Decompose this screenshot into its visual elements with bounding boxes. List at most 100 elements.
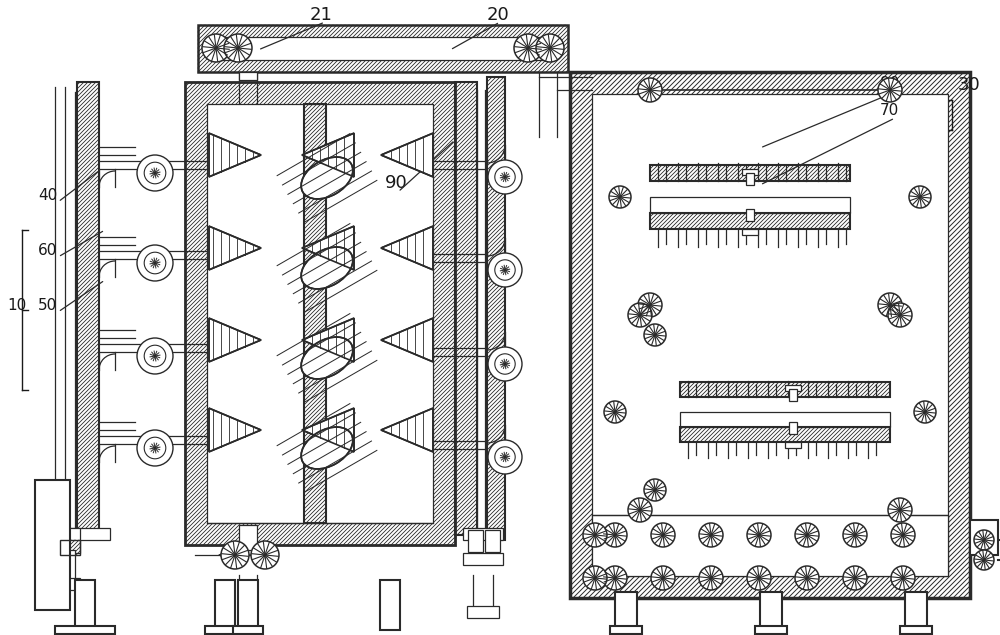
- Bar: [905, 592, 927, 630]
- Circle shape: [609, 186, 631, 208]
- Circle shape: [843, 566, 867, 590]
- Bar: [485, 530, 500, 552]
- Circle shape: [604, 401, 626, 423]
- Circle shape: [843, 523, 867, 547]
- Circle shape: [137, 155, 173, 191]
- Ellipse shape: [301, 427, 353, 469]
- Text: 80: 80: [880, 76, 899, 91]
- Polygon shape: [302, 226, 354, 270]
- Bar: [60, 528, 110, 540]
- Circle shape: [137, 430, 173, 466]
- Bar: [755, 626, 787, 634]
- Polygon shape: [381, 318, 433, 362]
- Circle shape: [583, 566, 607, 590]
- Polygon shape: [381, 226, 433, 270]
- Circle shape: [644, 479, 666, 501]
- Bar: [467, 606, 499, 618]
- Bar: [205, 626, 235, 634]
- Ellipse shape: [301, 157, 353, 199]
- Text: 70: 70: [880, 103, 899, 118]
- Circle shape: [144, 438, 166, 459]
- Bar: [60, 578, 80, 590]
- Circle shape: [638, 78, 662, 102]
- Text: 40: 40: [38, 188, 57, 203]
- Bar: [746, 173, 754, 185]
- Circle shape: [603, 523, 627, 547]
- Bar: [789, 422, 797, 434]
- Circle shape: [137, 338, 173, 374]
- Circle shape: [495, 167, 515, 187]
- Bar: [239, 72, 257, 80]
- Circle shape: [221, 541, 249, 569]
- Circle shape: [909, 186, 931, 208]
- Polygon shape: [209, 226, 261, 270]
- Circle shape: [488, 347, 522, 381]
- Circle shape: [495, 354, 515, 374]
- Bar: [55, 626, 115, 634]
- Polygon shape: [302, 318, 354, 362]
- Bar: [742, 229, 758, 235]
- Polygon shape: [209, 133, 261, 177]
- Polygon shape: [381, 133, 433, 177]
- Text: 30: 30: [958, 76, 981, 94]
- Circle shape: [603, 566, 627, 590]
- Polygon shape: [302, 133, 354, 177]
- Text: 20: 20: [487, 6, 510, 24]
- Circle shape: [878, 78, 902, 102]
- Bar: [650, 197, 850, 213]
- Polygon shape: [381, 408, 433, 452]
- Text: 60: 60: [38, 243, 57, 258]
- Circle shape: [144, 252, 166, 274]
- Bar: [215, 580, 235, 630]
- Circle shape: [628, 303, 652, 327]
- Circle shape: [651, 566, 675, 590]
- Bar: [60, 528, 80, 553]
- Polygon shape: [302, 408, 354, 452]
- Circle shape: [974, 550, 994, 570]
- Circle shape: [638, 293, 662, 317]
- Bar: [207, 104, 433, 523]
- Circle shape: [488, 440, 522, 474]
- Bar: [615, 592, 637, 630]
- Circle shape: [495, 447, 515, 467]
- Circle shape: [644, 324, 666, 346]
- Bar: [233, 626, 263, 634]
- Ellipse shape: [301, 337, 353, 379]
- Circle shape: [628, 498, 652, 522]
- Circle shape: [144, 345, 166, 367]
- Circle shape: [914, 401, 936, 423]
- Polygon shape: [209, 408, 261, 452]
- Circle shape: [651, 523, 675, 547]
- Circle shape: [202, 34, 230, 62]
- Bar: [239, 525, 257, 550]
- Polygon shape: [209, 318, 261, 362]
- Bar: [463, 528, 503, 540]
- Circle shape: [224, 34, 252, 62]
- Ellipse shape: [301, 247, 353, 289]
- Circle shape: [536, 34, 564, 62]
- Bar: [463, 553, 503, 565]
- Bar: [760, 592, 782, 630]
- Bar: [900, 626, 932, 634]
- Circle shape: [495, 260, 515, 280]
- Circle shape: [747, 523, 771, 547]
- Bar: [65, 550, 75, 580]
- Circle shape: [795, 566, 819, 590]
- Circle shape: [891, 523, 915, 547]
- Circle shape: [699, 523, 723, 547]
- Bar: [789, 389, 797, 401]
- Bar: [75, 580, 95, 630]
- Circle shape: [888, 303, 912, 327]
- Circle shape: [699, 566, 723, 590]
- Bar: [785, 442, 801, 448]
- Bar: [468, 530, 483, 552]
- Circle shape: [583, 523, 607, 547]
- Circle shape: [488, 253, 522, 287]
- Circle shape: [747, 566, 771, 590]
- Text: 21: 21: [310, 6, 333, 24]
- Bar: [970, 520, 998, 555]
- Bar: [592, 515, 948, 576]
- Circle shape: [488, 160, 522, 194]
- Circle shape: [974, 530, 994, 550]
- Bar: [680, 412, 890, 427]
